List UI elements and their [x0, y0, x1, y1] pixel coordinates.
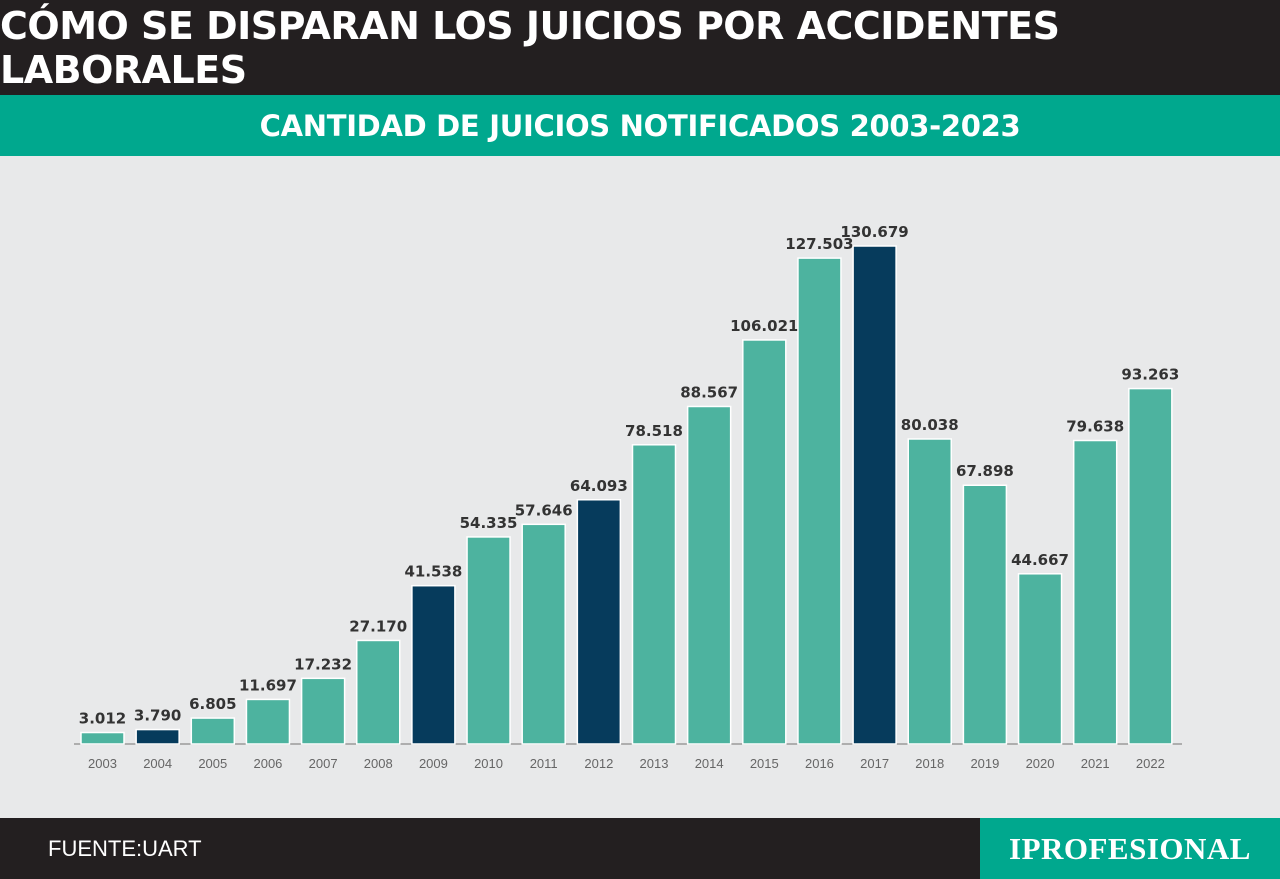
brand-logo: IPROFESIONAL [980, 818, 1280, 879]
bar-2008 [356, 639, 401, 745]
x-tick-2016: 2016 [805, 756, 834, 771]
footer-bar: FUENTE:UART IPROFESIONAL [0, 818, 1280, 879]
bar-2015 [742, 339, 787, 745]
x-tick-2005: 2005 [198, 756, 227, 771]
x-tick-2006: 2006 [253, 756, 282, 771]
chart-title: CÓMO SE DISPARAN LOS JUICIOS POR ACCIDEN… [0, 0, 1280, 95]
x-tick-2008: 2008 [364, 756, 393, 771]
bar-2003 [80, 731, 125, 745]
bar-2016 [797, 257, 842, 745]
value-label-2007: 17.232 [294, 655, 352, 673]
bar-2007 [300, 677, 346, 745]
x-tick-2004: 2004 [143, 756, 172, 771]
bar-2018 [907, 438, 952, 745]
bar-2013 [631, 444, 677, 745]
value-label-2019: 67.898 [956, 462, 1014, 480]
x-tick-2022: 2022 [1136, 756, 1165, 771]
x-tick-2003: 2003 [88, 756, 117, 771]
value-label-2015: 106.021 [730, 317, 798, 335]
bars-group: 3.012 2003 3.790 2004 6.805 2005 11.697 2006 17.… [79, 223, 1180, 771]
bar-2004 [135, 728, 180, 745]
value-label-2017: 130.679 [840, 223, 908, 241]
x-tick-2007: 2007 [309, 756, 338, 771]
x-tick-2012: 2012 [584, 756, 613, 771]
bar-2014 [686, 405, 732, 745]
value-label-2013: 78.518 [625, 422, 683, 440]
x-tick-2011: 2011 [530, 756, 558, 771]
x-tick-2015: 2015 [750, 756, 779, 771]
bar-2012 [576, 499, 622, 745]
source-label: FUENTE:UART [48, 835, 202, 861]
x-tick-2019: 2019 [970, 756, 999, 771]
value-label-2008: 27.170 [349, 617, 407, 635]
bar-2009 [411, 584, 456, 745]
value-label-2006: 11.697 [239, 676, 297, 694]
value-label-2016: 127.503 [785, 235, 853, 253]
value-label-2005: 6.805 [189, 695, 236, 713]
value-label-2011: 57.646 [515, 501, 573, 519]
value-label-2020: 44.667 [1011, 551, 1069, 569]
bar-2010 [466, 536, 511, 745]
x-tick-2021: 2021 [1081, 756, 1110, 771]
value-label-2009: 41.538 [404, 563, 462, 581]
x-tick-2009: 2009 [419, 756, 448, 771]
x-tick-2020: 2020 [1026, 756, 1055, 771]
x-tick-2013: 2013 [640, 756, 669, 771]
bar-2019 [962, 484, 1008, 745]
x-tick-2018: 2018 [915, 756, 944, 771]
bar-2005 [190, 717, 236, 745]
x-tick-2017: 2017 [860, 756, 889, 771]
bar-2022 [1128, 387, 1173, 745]
chart-subtitle: CANTIDAD DE JUICIOS NOTIFICADOS 2003-202… [0, 95, 1280, 156]
value-label-2022: 93.263 [1121, 366, 1179, 384]
bar-2021 [1072, 439, 1118, 745]
value-label-2014: 88.567 [680, 383, 738, 401]
bar-chart: 3.012 2003 3.790 2004 6.805 2005 11.697 2006 17.… [74, 223, 1182, 771]
x-tick-2014: 2014 [695, 756, 724, 771]
value-label-2021: 79.638 [1066, 418, 1124, 436]
bar-2020 [1017, 573, 1063, 745]
bar-2017 [852, 245, 897, 745]
bar-2011 [521, 523, 566, 745]
value-label-2012: 64.093 [570, 477, 628, 495]
bar-2006 [245, 698, 291, 745]
value-label-2004: 3.790 [134, 707, 181, 725]
value-label-2003: 3.012 [79, 710, 126, 728]
value-label-2010: 54.335 [460, 514, 518, 532]
value-label-2018: 80.038 [901, 416, 959, 434]
x-tick-2010: 2010 [474, 756, 503, 771]
